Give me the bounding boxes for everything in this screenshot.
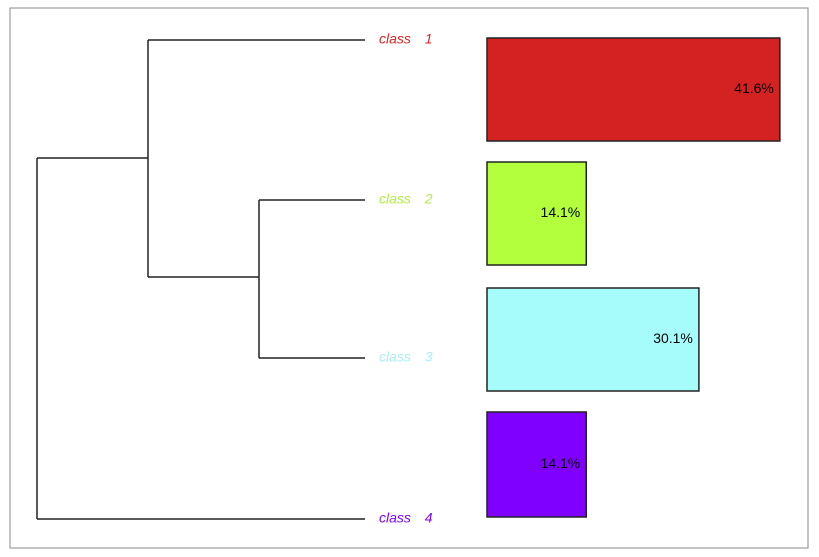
dendrogram — [36, 39, 365, 520]
bar — [486, 37, 781, 142]
value-label: 14.1% — [541, 455, 581, 471]
value-label: 30.1% — [653, 330, 693, 346]
bar — [486, 411, 588, 518]
class-label: class 2 — [379, 191, 433, 207]
class-label: class 3 — [379, 349, 433, 365]
class-label: class 1 — [379, 31, 433, 47]
value-label: 14.1% — [541, 204, 581, 220]
bar — [486, 287, 700, 392]
bar — [486, 161, 588, 266]
class-label: class 4 — [379, 510, 433, 526]
value-label: 41.6% — [734, 80, 774, 96]
